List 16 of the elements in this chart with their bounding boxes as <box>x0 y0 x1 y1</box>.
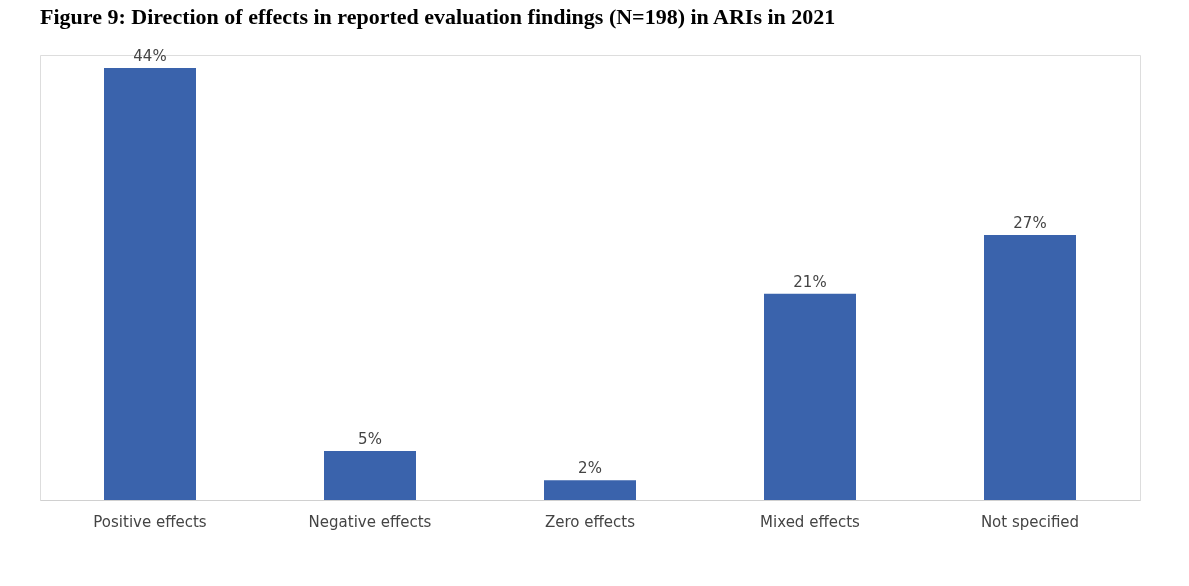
bar <box>764 293 856 500</box>
x-tick-label: Not specified <box>980 512 1080 531</box>
bar <box>984 234 1076 500</box>
x-tick-label: Mixed effects <box>760 512 861 531</box>
x-tick-label: Negative effects <box>308 512 432 531</box>
data-label: 27% <box>1013 213 1047 232</box>
data-label: 2% <box>578 459 602 478</box>
bar <box>544 480 636 500</box>
bar <box>324 450 416 500</box>
x-tick-label: Positive effects <box>93 512 207 531</box>
chart-title: Figure 9: Direction of effects in reported evaluation findings (N=198) in ARIs in 2021 <box>40 3 836 29</box>
x-tick-label: Zero effects <box>544 512 636 531</box>
data-label: 21% <box>793 272 827 291</box>
data-label: 5% <box>358 429 382 448</box>
bar <box>104 67 196 500</box>
data-label: 44% <box>133 46 167 65</box>
